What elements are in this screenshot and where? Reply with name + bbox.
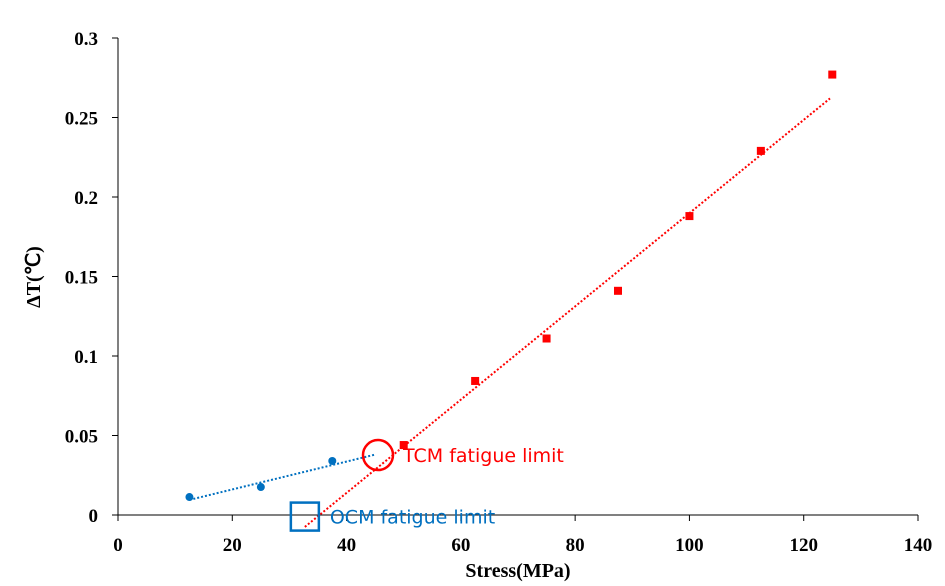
point: [828, 70, 837, 79]
y-axis-label: ΔT(℃): [23, 246, 45, 308]
x-tick-label: 40: [337, 535, 356, 556]
x-tick-label: 140: [904, 535, 933, 556]
annotation-marker: [289, 501, 321, 532]
trendline: [304, 97, 831, 528]
y-tick-label: 0.2: [74, 188, 98, 209]
x-tick-label: 0: [113, 535, 123, 556]
point: [185, 493, 194, 502]
x-tick-label: 120: [789, 535, 818, 556]
point: [399, 441, 408, 450]
annotation-text: TCM fatigue limit: [402, 445, 564, 467]
trendline: [189, 453, 376, 501]
point: [614, 286, 622, 295]
y-tick-label: 0.3: [74, 29, 98, 50]
annotation-text: OCM fatigue limit: [330, 507, 495, 529]
annotation-marker: [361, 438, 395, 472]
point: [471, 376, 480, 385]
point: [685, 212, 694, 221]
point: [756, 146, 765, 155]
x-tick-label: 100: [675, 535, 704, 556]
point: [256, 483, 265, 492]
x-axis-label: Stress(MPa): [465, 560, 570, 582]
point: [328, 456, 337, 465]
x-tick-label: 80: [566, 535, 585, 556]
x-tick-label: 60: [451, 535, 470, 556]
y-tick-label: 0.05: [65, 427, 98, 448]
y-tick-label: 0: [89, 506, 99, 527]
y-tick-label: 0.1: [74, 347, 98, 368]
point: [542, 334, 551, 343]
y-tick-label: 0.25: [65, 109, 98, 130]
x-tick-label: 20: [223, 535, 242, 556]
y-tick-label: 0.15: [65, 268, 98, 289]
